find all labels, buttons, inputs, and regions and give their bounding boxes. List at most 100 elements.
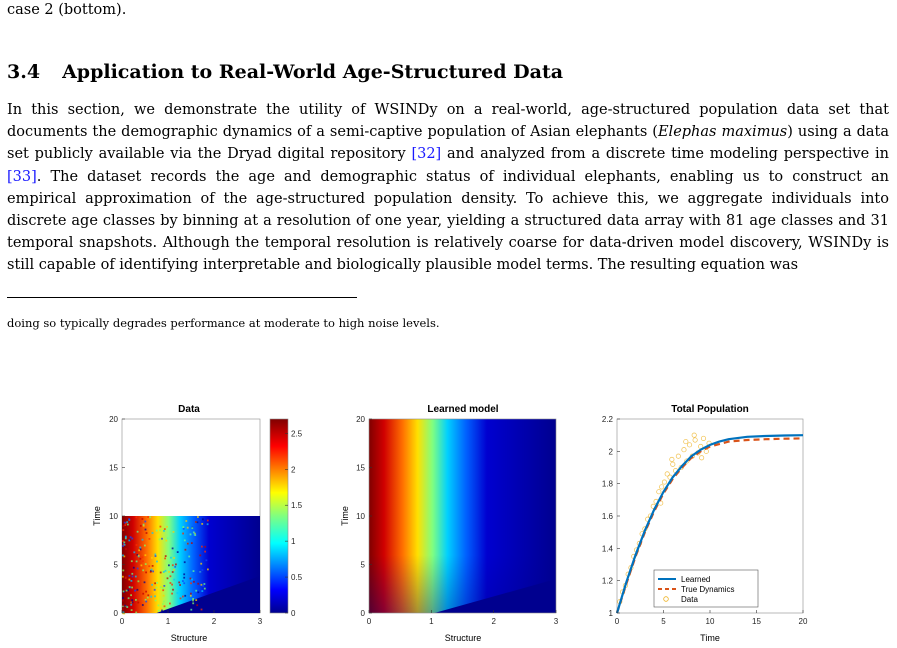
noise-speckle bbox=[161, 609, 163, 612]
noise-speckle bbox=[192, 531, 195, 534]
figure-caption-tail: case 2 (bottom). bbox=[7, 2, 127, 18]
data-point bbox=[659, 484, 665, 490]
noise-speckle bbox=[123, 612, 126, 615]
noise-speckle bbox=[173, 569, 175, 571]
y-tick-label: 10 bbox=[109, 512, 118, 521]
noise-speckle bbox=[130, 603, 133, 606]
y-tick-label: 1.6 bbox=[602, 512, 614, 521]
noise-speckle bbox=[136, 554, 139, 556]
noise-speckle bbox=[163, 585, 166, 587]
noise-speckle bbox=[168, 561, 171, 564]
noise-speckle bbox=[189, 533, 192, 536]
noise-speckle bbox=[204, 545, 207, 548]
paragraph-text: In this section, we demonstrate the util… bbox=[7, 102, 889, 141]
data-point bbox=[664, 471, 670, 477]
data-point bbox=[656, 489, 662, 495]
noise-speckle bbox=[153, 588, 156, 591]
noise-speckle bbox=[171, 611, 173, 613]
noise-speckle bbox=[122, 611, 125, 614]
section-heading: 3.4 Application to Real-World Age-Structu… bbox=[7, 61, 563, 83]
legend-marker bbox=[663, 596, 669, 602]
noise-speckle bbox=[184, 594, 187, 597]
noise-speckle bbox=[166, 525, 168, 528]
x-tick-label: 3 bbox=[554, 617, 559, 626]
noise-speckle bbox=[161, 537, 163, 540]
noise-speckle bbox=[150, 568, 153, 571]
citation-link[interactable]: [33] bbox=[7, 168, 37, 185]
data-point bbox=[692, 437, 698, 443]
citation-link[interactable]: [32] bbox=[411, 146, 442, 163]
noise-speckle bbox=[197, 516, 199, 518]
noise-speckle bbox=[195, 599, 198, 601]
y-tick-label: 20 bbox=[356, 415, 365, 424]
y-tick-label: 1 bbox=[609, 609, 614, 618]
noise-speckle bbox=[197, 591, 200, 594]
noise-speckle bbox=[144, 544, 146, 547]
noise-speckle bbox=[130, 594, 132, 597]
noise-speckle bbox=[131, 537, 134, 540]
noise-speckle bbox=[154, 553, 157, 556]
x-tick-label: 0 bbox=[615, 617, 620, 626]
noise-speckle bbox=[159, 529, 161, 532]
noise-speckle bbox=[142, 592, 145, 595]
noise-speckle bbox=[131, 586, 133, 589]
data-point bbox=[681, 447, 687, 453]
x-tick-label: 20 bbox=[799, 617, 808, 626]
noise-speckle bbox=[192, 602, 195, 605]
noise-speckle bbox=[162, 589, 165, 592]
y-tick-label: 2.2 bbox=[602, 415, 614, 424]
x-tick-label: 2 bbox=[491, 617, 496, 626]
noise-speckle bbox=[145, 532, 148, 534]
noise-speckle bbox=[182, 526, 185, 528]
axes: 0 1 2 3 0 5 10 15 20 bbox=[109, 415, 263, 626]
data-point bbox=[675, 453, 681, 459]
noise-speckle bbox=[124, 535, 127, 538]
noise-speckle bbox=[202, 518, 204, 521]
noise-speckle bbox=[191, 527, 194, 529]
species-name: Elephas maximus bbox=[657, 124, 788, 141]
noise-speckle bbox=[122, 540, 124, 542]
noise-speckle bbox=[172, 531, 175, 533]
y-tick-label: 10 bbox=[356, 512, 365, 521]
data-point bbox=[661, 479, 667, 485]
noise-speckle bbox=[191, 578, 193, 581]
noise-speckle bbox=[131, 575, 134, 578]
line-plot bbox=[615, 432, 804, 614]
noise-speckle bbox=[135, 516, 138, 519]
noise-speckle bbox=[193, 533, 196, 536]
footnote-rule bbox=[7, 297, 357, 298]
noise-speckle bbox=[123, 555, 126, 558]
noise-speckle bbox=[128, 539, 131, 542]
noise-speckle bbox=[190, 582, 192, 585]
noise-speckle bbox=[137, 580, 140, 583]
noise-speckle bbox=[135, 611, 138, 614]
noise-speckle bbox=[183, 539, 186, 542]
noise-speckle bbox=[163, 528, 166, 530]
legend-label: Data bbox=[681, 595, 698, 604]
colorbar-tick-label: 2 bbox=[291, 465, 296, 474]
noise-speckle bbox=[130, 580, 133, 582]
noise-speckle bbox=[137, 554, 140, 557]
noise-speckle bbox=[143, 581, 146, 584]
panel-title: Learned model bbox=[427, 404, 498, 415]
noise-speckle bbox=[183, 582, 186, 585]
noise-speckle bbox=[141, 604, 144, 606]
noise-speckle bbox=[147, 594, 150, 597]
noise-speckle bbox=[126, 521, 129, 523]
noise-speckle bbox=[122, 529, 125, 531]
paragraph-text: ) using a data set publicly available vi… bbox=[7, 124, 889, 163]
true-dynamics-line bbox=[615, 437, 804, 614]
noise-speckle bbox=[174, 608, 177, 611]
noise-speckle bbox=[200, 608, 203, 611]
noise-speckle bbox=[202, 585, 205, 587]
noise-speckle bbox=[204, 550, 206, 553]
data-point bbox=[683, 439, 689, 445]
colorbar bbox=[269, 418, 289, 614]
noise-speckle bbox=[196, 521, 199, 524]
noise-speckle bbox=[132, 566, 135, 569]
x-axis-label: Time bbox=[700, 633, 720, 643]
noise-speckle bbox=[171, 564, 174, 567]
y-tick-label: 5 bbox=[114, 561, 119, 570]
noise-speckle bbox=[135, 544, 138, 546]
noise-speckle bbox=[136, 567, 139, 570]
